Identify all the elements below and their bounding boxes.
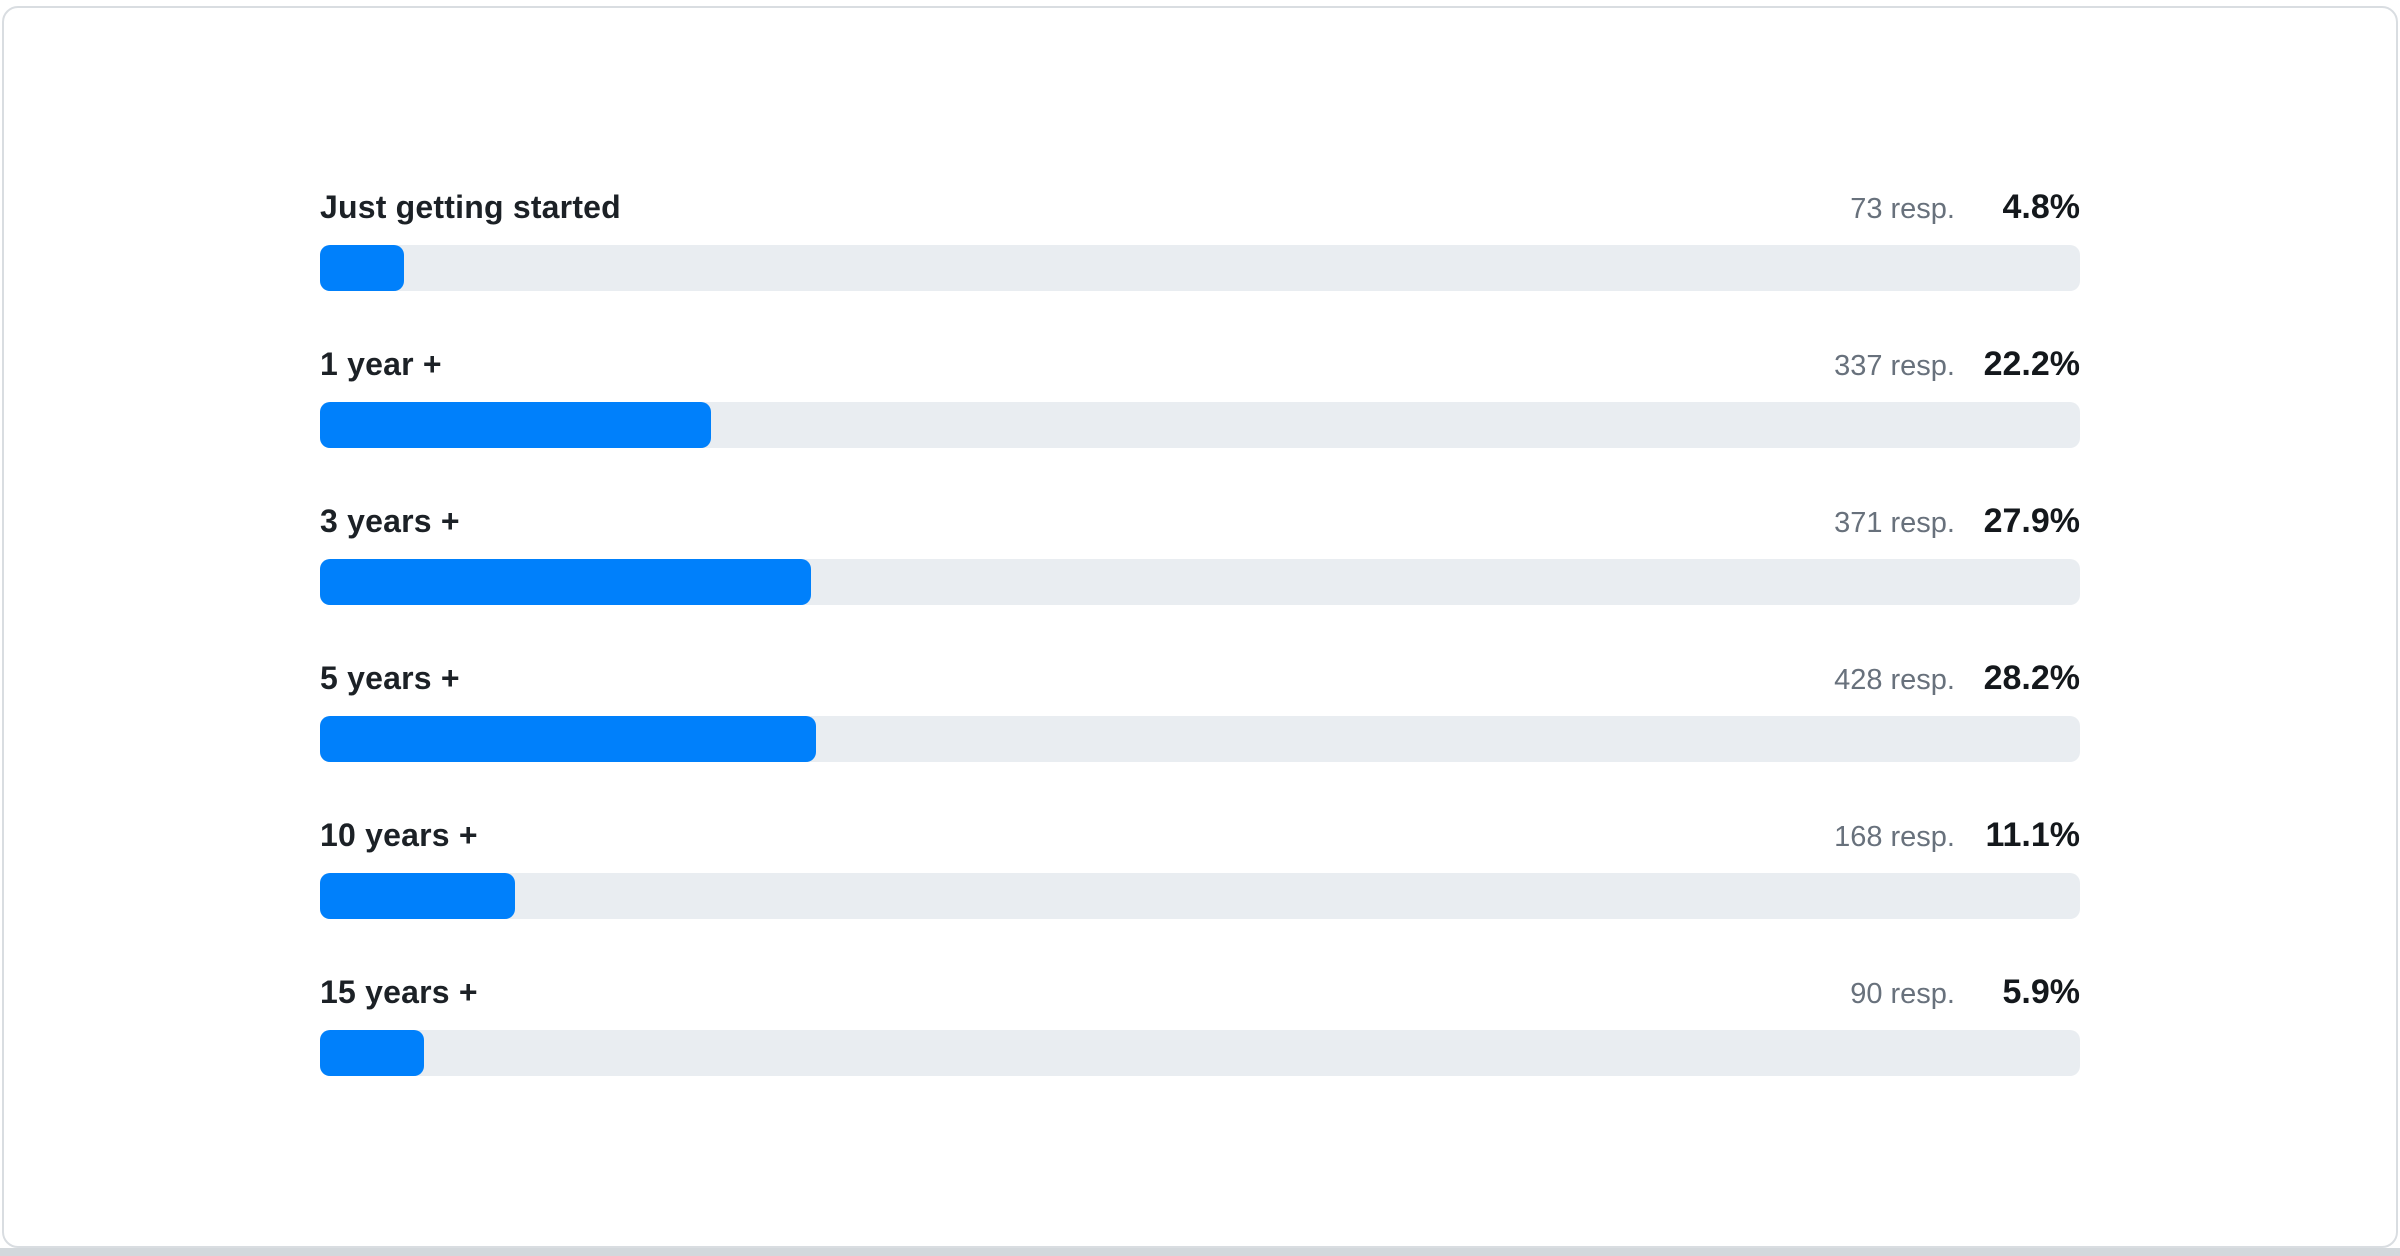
row-responses: 168 resp. [1834,821,1955,853]
row-responses: 371 resp. [1834,507,1955,539]
survey-row: 5 years + 428 resp. 28.2% [320,657,2080,762]
row-header: 3 years + 371 resp. 27.9% [320,500,2080,543]
row-header: 10 years + 168 resp. 11.1% [320,814,2080,857]
survey-row: 10 years + 168 resp. 11.1% [320,814,2080,919]
row-responses: 90 resp. [1850,978,1955,1010]
row-header: 5 years + 428 resp. 28.2% [320,657,2080,700]
bar-fill [320,559,812,605]
row-percent: 5.9% [2002,973,2081,1011]
bar-track [320,716,2080,762]
row-label: Just getting started [320,189,621,225]
bar-fill [320,245,405,291]
row-responses: 337 resp. [1834,350,1955,382]
row-header: 1 year + 337 resp. 22.2% [320,343,2080,386]
row-header: 15 years + 90 resp. 5.9% [320,971,2080,1014]
bar-track [320,559,2080,605]
bar-fill [320,873,516,919]
row-header: Just getting started 73 resp. 4.8% [320,186,2080,229]
row-percent: 22.2% [1983,345,2080,383]
survey-row: Just getting started 73 resp. 4.8% [320,186,2080,291]
row-label: 10 years + [320,817,478,853]
bar-track [320,402,2080,448]
bar-fill [320,402,711,448]
bar-track [320,245,2080,291]
experience-bar-chart: Just getting started 73 resp. 4.8% 1 yea… [320,186,2080,1076]
row-label: 3 years + [320,503,460,539]
row-percent: 4.8% [2002,188,2081,226]
row-responses: 73 resp. [1850,193,1955,225]
survey-row: 3 years + 371 resp. 27.9% [320,500,2080,605]
row-percent: 27.9% [1983,502,2080,540]
survey-results-card: Just getting started 73 resp. 4.8% 1 yea… [2,6,2398,1248]
row-label: 5 years + [320,660,460,696]
row-percent: 11.1% [1985,816,2080,854]
page-bottom-strip [0,1248,2400,1256]
bar-track [320,1030,2080,1076]
row-percent: 28.2% [1983,659,2080,697]
row-label: 15 years + [320,974,478,1010]
bar-fill [320,716,817,762]
bar-fill [320,1030,424,1076]
row-label: 1 year + [320,346,442,382]
survey-row: 1 year + 337 resp. 22.2% [320,343,2080,448]
bar-track [320,873,2080,919]
row-responses: 428 resp. [1834,664,1955,696]
survey-row: 15 years + 90 resp. 5.9% [320,971,2080,1076]
